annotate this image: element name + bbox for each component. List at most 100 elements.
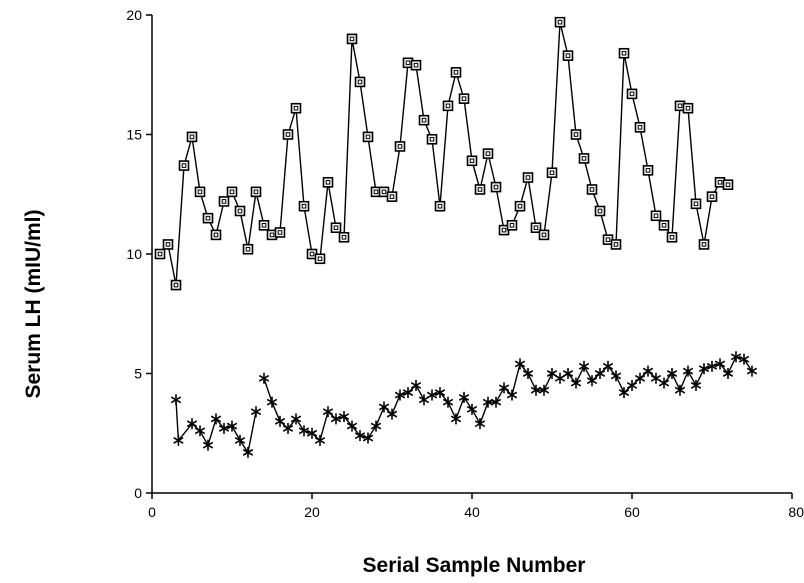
data-point-asterisk xyxy=(546,368,558,379)
data-point-square xyxy=(282,129,294,140)
data-point-asterisk xyxy=(458,391,470,403)
data-point-asterisk xyxy=(386,408,398,420)
data-point-asterisk xyxy=(730,351,742,363)
data-point-square xyxy=(242,243,254,255)
data-point-square xyxy=(474,184,486,195)
data-point-asterisk xyxy=(618,387,630,399)
data-point-square xyxy=(250,186,262,198)
data-point-square xyxy=(362,131,374,143)
data-point-square xyxy=(394,141,406,152)
data-point-square xyxy=(594,205,606,217)
data-point-asterisk xyxy=(410,379,422,391)
data-point-square xyxy=(434,200,446,212)
data-point-asterisk xyxy=(450,413,462,425)
data-point-asterisk xyxy=(634,372,646,384)
data-point-square xyxy=(202,212,214,224)
data-point-asterisk xyxy=(650,372,662,384)
axes: 0 5 10 15 20 0 20 40 60 80 xyxy=(126,7,804,520)
data-point-square xyxy=(586,184,598,195)
data-point-square xyxy=(530,222,542,234)
series-square xyxy=(154,16,734,291)
data-point-square xyxy=(290,102,302,114)
data-point-asterisk xyxy=(642,365,654,377)
data-point-square xyxy=(650,210,662,222)
data-point-square xyxy=(690,198,702,210)
data-point-asterisk xyxy=(434,387,446,399)
data-point-asterisk xyxy=(602,360,614,372)
data-point-asterisk xyxy=(562,368,574,379)
data-point-asterisk xyxy=(698,363,710,375)
data-point-asterisk xyxy=(194,425,206,437)
data-point-square xyxy=(698,239,710,250)
series-line xyxy=(263,355,753,442)
data-point-square xyxy=(338,231,350,243)
y-ticks: 0 5 10 15 20 xyxy=(126,7,152,501)
data-point-square xyxy=(546,167,558,179)
data-point-asterisk xyxy=(482,396,494,408)
data-point-square xyxy=(274,227,286,238)
data-point-asterisk xyxy=(362,432,374,444)
data-point-square xyxy=(554,16,566,28)
data-point-square xyxy=(514,200,526,212)
data-point-square xyxy=(226,186,238,198)
data-point-asterisk xyxy=(322,406,334,418)
data-point-asterisk xyxy=(274,415,286,427)
data-point-asterisk xyxy=(666,368,678,379)
data-point-asterisk xyxy=(418,394,430,406)
data-point-square xyxy=(426,133,438,145)
data-point-square xyxy=(466,155,478,167)
data-point-asterisk xyxy=(250,406,262,418)
data-point-asterisk xyxy=(738,353,750,365)
y-axis-title: Serum LH (mIU/ml) xyxy=(22,209,45,398)
data-point-asterisk xyxy=(242,446,254,458)
data-point-asterisk xyxy=(594,368,606,379)
y-tick-label: 5 xyxy=(134,366,142,382)
data-point-asterisk xyxy=(586,375,598,387)
data-point-square xyxy=(298,200,310,212)
x-tick-label: 60 xyxy=(624,504,640,520)
data-point-asterisk xyxy=(170,394,182,406)
data-point-asterisk xyxy=(690,379,702,391)
data-point-square xyxy=(626,88,638,100)
data-point-square xyxy=(482,148,494,159)
data-point-square xyxy=(218,196,230,207)
data-point-square xyxy=(194,186,206,198)
data-point-square xyxy=(658,220,670,231)
data-point-square xyxy=(154,248,166,260)
data-point-asterisk xyxy=(394,389,406,401)
data-point-asterisk xyxy=(466,403,478,415)
data-point-square xyxy=(578,153,590,164)
data-point-square xyxy=(178,160,190,171)
data-point-asterisk xyxy=(290,413,302,425)
data-point-asterisk xyxy=(490,396,502,408)
x-axis-title: Serial Sample Number xyxy=(363,554,586,577)
data-point-square xyxy=(722,179,734,190)
data-point-asterisk xyxy=(226,420,238,432)
data-point-square xyxy=(442,100,454,112)
data-point-asterisk xyxy=(682,365,694,377)
x-ticks: 0 20 40 60 80 xyxy=(148,493,804,520)
data-point-square xyxy=(634,122,646,133)
data-point-square xyxy=(186,131,198,143)
data-point-asterisk xyxy=(234,434,246,446)
data-point-square xyxy=(418,114,430,126)
data-point-square xyxy=(354,76,366,88)
data-point-square xyxy=(410,59,422,71)
data-point-asterisk xyxy=(370,420,382,432)
data-point-square xyxy=(562,50,574,61)
data-point-asterisk xyxy=(346,420,358,432)
data-point-square xyxy=(682,102,694,114)
data-point-asterisk xyxy=(522,368,534,379)
data-point-square xyxy=(618,47,630,59)
data-point-square xyxy=(258,220,270,231)
data-point-asterisk xyxy=(330,413,342,425)
series-layer xyxy=(154,16,758,458)
data-point-asterisk xyxy=(378,401,390,413)
data-point-asterisk xyxy=(746,365,758,377)
data-point-asterisk xyxy=(258,372,270,384)
data-point-square xyxy=(666,231,678,243)
data-point-square xyxy=(610,239,622,250)
data-point-asterisk xyxy=(266,396,278,408)
data-point-asterisk xyxy=(338,411,350,423)
